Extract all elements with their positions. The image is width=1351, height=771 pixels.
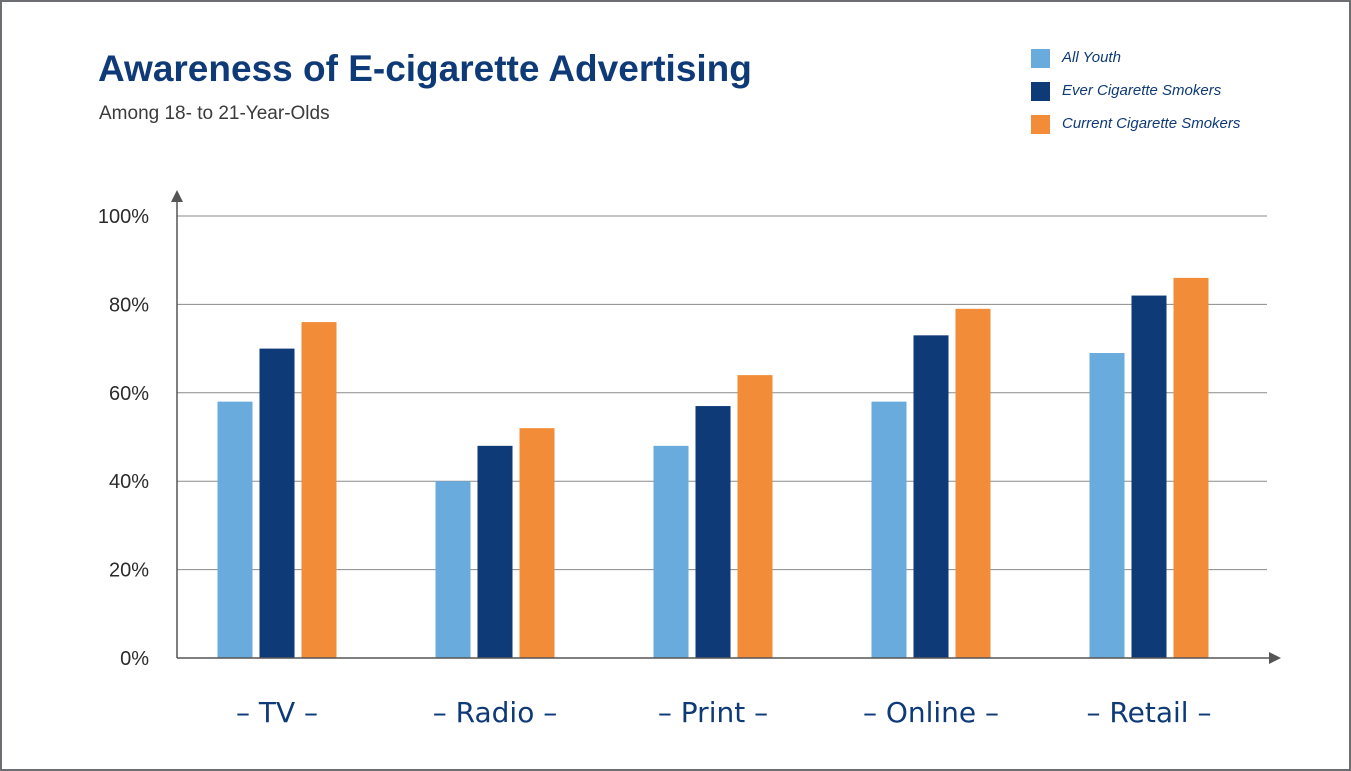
bar-tv-series-3	[301, 322, 337, 658]
bar-retail-series-3	[1173, 277, 1209, 658]
y-tick-label: 100%	[98, 206, 149, 228]
bar-radio-series-2	[477, 445, 513, 658]
y-tick-label: 40%	[109, 471, 149, 493]
chart-subtitle: Among 18- to 21-Year-Olds	[99, 103, 330, 124]
bar-tv-series-2	[259, 348, 295, 658]
x-category-label-print: – Print –	[658, 696, 768, 729]
bar-online-series-3	[955, 308, 991, 658]
x-category-label-radio: – Radio –	[433, 696, 557, 729]
x-category-label-tv: – TV –	[236, 696, 318, 729]
bar-online-series-1	[871, 401, 907, 658]
y-tick-label: 60%	[109, 383, 149, 405]
bar-print-series-2	[695, 406, 731, 658]
bar-print-series-1	[653, 445, 689, 658]
y-tick-label: 80%	[109, 294, 149, 316]
bar-retail-series-1	[1089, 353, 1125, 658]
y-tick-label: 0%	[120, 648, 149, 670]
bar-print-series-3	[737, 375, 773, 658]
legend-label-current-smokers: Current Cigarette Smokers	[1062, 115, 1241, 132]
bar-online-series-2	[913, 335, 949, 658]
legend-swatch-ever-smokers	[1031, 82, 1050, 101]
x-category-label-retail: – Retail –	[1087, 696, 1212, 729]
x-axis-arrow	[1269, 652, 1281, 664]
legend-label-all-youth: All Youth	[1062, 49, 1121, 66]
legend-swatch-all-youth	[1031, 49, 1050, 68]
bar-radio-series-3	[519, 428, 555, 658]
x-category-label-online: – Online –	[863, 696, 999, 729]
bar-tv-series-1	[217, 401, 253, 658]
y-axis-arrow	[171, 190, 183, 202]
bar-radio-series-1	[435, 481, 471, 658]
bar-retail-series-2	[1131, 295, 1167, 658]
legend-label-ever-smokers: Ever Cigarette Smokers	[1062, 82, 1222, 99]
y-tick-label: 20%	[109, 560, 149, 582]
legend-swatch-current-smokers	[1031, 115, 1050, 134]
chart-title: Awareness of E-cigarette Advertising	[98, 48, 752, 89]
